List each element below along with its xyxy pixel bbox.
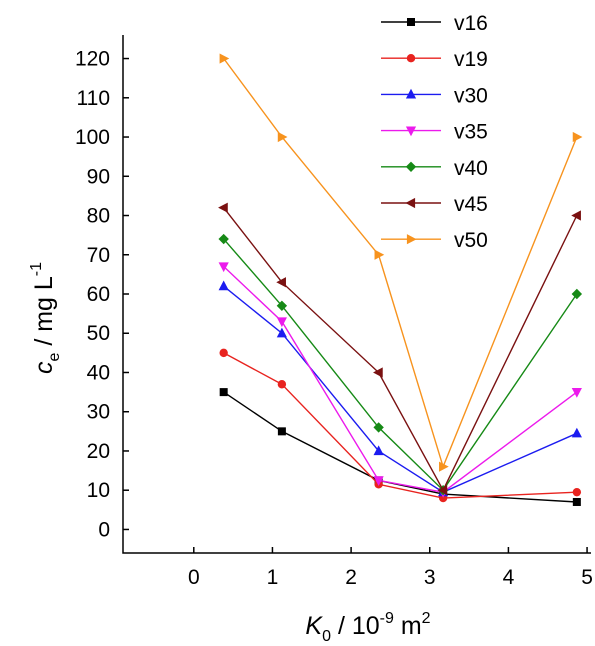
data-point-v35 [571, 388, 582, 398]
axis-frame [122, 35, 591, 554]
data-point-v45 [373, 367, 383, 378]
y-tick-label: 100 [75, 126, 110, 149]
data-point-v19 [572, 487, 582, 497]
data-point-v50 [277, 131, 288, 143]
legend-label: v50 [454, 229, 488, 252]
data-point-v35 [276, 317, 287, 328]
data-point-v40 [218, 233, 229, 245]
legend-label: v16 [454, 12, 488, 35]
legend-label: v40 [454, 157, 488, 180]
legend-label: v45 [454, 193, 488, 216]
data-point-v19 [219, 348, 228, 358]
data-point-v45 [276, 277, 286, 288]
y-axis-title-main: c [30, 361, 58, 374]
legend-item-v35: v35 [381, 121, 488, 144]
x-tick-label: 2 [345, 566, 357, 589]
y-tick-label: 20 [87, 440, 110, 463]
data-point-v40 [373, 422, 384, 433]
legend-marker [407, 18, 415, 26]
y-tick-label: 30 [87, 401, 110, 424]
legend-item-v30: v30 [381, 84, 488, 107]
legend-item-v50: v50 [381, 229, 488, 252]
y-tick-label: 110 [77, 87, 110, 110]
x-axis-title-main: K [305, 612, 323, 640]
y-axis-title-sub: e [46, 353, 63, 362]
legend-marker [406, 54, 416, 63]
x-tick-label: 1 [267, 566, 279, 589]
y-tick-label: 60 [87, 283, 110, 306]
data-point-v16 [219, 388, 228, 397]
y-tick-label: 40 [87, 361, 110, 384]
y-axis-title: ce / mg L-1 [28, 262, 63, 374]
legend-marker [405, 197, 416, 209]
y-tick-label: 90 [87, 165, 110, 188]
x-axis-title-unit-sup: 2 [422, 610, 431, 627]
x-tick-label: 5 [581, 566, 593, 589]
x-axis-title-sup: -9 [380, 610, 394, 627]
series-v30 [218, 280, 582, 497]
x-axis-title-unit: m [394, 612, 422, 640]
y-tick-label: 50 [87, 322, 110, 345]
data-point-v50 [572, 131, 583, 143]
legend: v16 v19 v30 v35 v40 v45 v50 [381, 12, 488, 252]
data-point-v16 [277, 427, 286, 436]
y-tick-label: 0 [98, 518, 110, 541]
y-tick-label: 70 [87, 244, 110, 267]
data-point-v50 [374, 249, 385, 260]
legend-item-v40: v40 [381, 157, 488, 180]
legend-item-v45: v45 [381, 193, 488, 216]
y-axis-title-sup: -1 [28, 262, 45, 276]
axes: 0 10 20 30 40 50 60 70 80 90 100 110 120 0 1 2 3 4 5 [75, 35, 593, 589]
x-tick-label: 4 [503, 566, 515, 589]
legend-marker [406, 234, 417, 245]
x-tick-label: 3 [424, 566, 436, 589]
data-point-v50 [219, 53, 230, 64]
data-point-v50 [439, 461, 449, 472]
data-point-v45 [571, 210, 581, 221]
data-point-v40 [276, 300, 288, 311]
data-point-v30 [373, 445, 384, 456]
data-point-v19 [277, 380, 287, 389]
legend-label: v19 [454, 48, 488, 71]
data-point-v30 [218, 280, 229, 291]
legend-marker [405, 126, 417, 137]
legend-item-v19: v19 [381, 48, 488, 71]
series-v45 [218, 202, 581, 496]
data-point-v45 [437, 485, 448, 496]
legend-marker [405, 88, 417, 99]
data-point-v16 [572, 497, 581, 506]
legend-label: v30 [454, 84, 488, 107]
legend-marker [405, 161, 417, 172]
y-axis-title-rest: / mg L [30, 276, 58, 353]
series-layer [218, 53, 583, 506]
y-tick-label: 10 [87, 479, 110, 502]
x-axis-title-rest: / 10 [331, 612, 380, 640]
legend-item-v16: v16 [381, 12, 488, 35]
data-point-v35 [218, 262, 229, 273]
y-tick-label: 120 [75, 48, 110, 71]
data-point-v35 [373, 476, 384, 487]
y-tick-label: 80 [87, 205, 110, 228]
legend-label: v35 [454, 121, 488, 144]
data-point-v30 [276, 327, 287, 338]
series-v50 [219, 53, 583, 472]
x-tick-label: 0 [188, 566, 200, 589]
x-axis-title-sub: 0 [322, 628, 331, 645]
data-point-v30 [571, 427, 582, 438]
x-axis-title: K0 / 10-9 m2 [305, 610, 430, 645]
data-point-v40 [571, 288, 583, 300]
data-point-v45 [218, 202, 228, 213]
